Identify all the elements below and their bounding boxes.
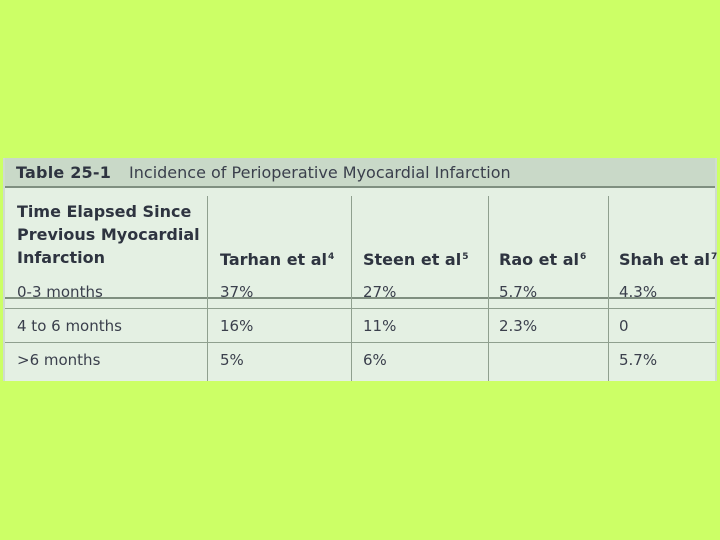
header-steen: Steen et al5 bbox=[363, 246, 468, 271]
header-label: Rao et al bbox=[499, 250, 580, 269]
reference-mark: 5 bbox=[462, 252, 469, 262]
column-divider bbox=[488, 299, 489, 381]
column-divider bbox=[351, 196, 352, 299]
header-line: Infarction bbox=[17, 248, 105, 267]
header-time-elapsed: Time Elapsed Since Previous Myocardial I… bbox=[17, 200, 207, 269]
cell-value: 2.3% bbox=[499, 317, 538, 335]
cell-value: 0 bbox=[619, 317, 629, 335]
column-divider bbox=[207, 196, 208, 299]
column-divider bbox=[207, 299, 208, 381]
header-shah: Shah et al7 bbox=[619, 246, 717, 271]
table-number: Table 25-1 bbox=[16, 162, 112, 182]
row-label: 0-3 months bbox=[17, 283, 103, 301]
table-title: Incidence of Perioperative Myocardial In… bbox=[129, 162, 511, 182]
row-label: >6 months bbox=[17, 351, 101, 369]
cell-value: 4.3% bbox=[619, 283, 658, 301]
reference-mark: 4 bbox=[328, 252, 335, 262]
header-rao: Rao et al6 bbox=[499, 246, 586, 271]
table-header-row: Time Elapsed Since Previous Myocardial I… bbox=[5, 190, 717, 299]
reference-mark: 6 bbox=[580, 252, 587, 262]
table-row: 0-3 months 37% 27% 5.7% 4.3% bbox=[5, 275, 715, 309]
column-divider bbox=[351, 299, 352, 381]
column-divider bbox=[488, 196, 489, 299]
cell-value: 11% bbox=[363, 317, 397, 335]
table-row: >6 months 5% 6% 5.7% bbox=[5, 343, 715, 377]
header-tarhan: Tarhan et al4 bbox=[220, 246, 334, 271]
cell-value: 27% bbox=[363, 283, 397, 301]
cell-value: 5.7% bbox=[499, 283, 538, 301]
header-label: Tarhan et al bbox=[220, 250, 328, 269]
column-divider bbox=[608, 196, 609, 299]
cell-value: 16% bbox=[220, 317, 254, 335]
header-label: Shah et al bbox=[619, 250, 711, 269]
row-label: 4 to 6 months bbox=[17, 317, 122, 335]
header-line: Time Elapsed Since bbox=[17, 202, 192, 221]
reference-mark: 7 bbox=[711, 252, 718, 262]
header-label: Steen et al bbox=[363, 250, 462, 269]
header-line: Previous Myocardial bbox=[17, 225, 200, 244]
cell-value: 6% bbox=[363, 351, 387, 369]
table-row: 4 to 6 months 16% 11% 2.3% 0 bbox=[5, 309, 715, 343]
cell-value: 5.7% bbox=[619, 351, 658, 369]
table-figure: Table 25-1 Incidence of Perioperative My… bbox=[3, 158, 717, 381]
cell-value: 37% bbox=[220, 283, 254, 301]
cell-value: 5% bbox=[220, 351, 244, 369]
table-caption: Table 25-1 Incidence of Perioperative My… bbox=[5, 158, 715, 188]
column-divider bbox=[608, 299, 609, 381]
